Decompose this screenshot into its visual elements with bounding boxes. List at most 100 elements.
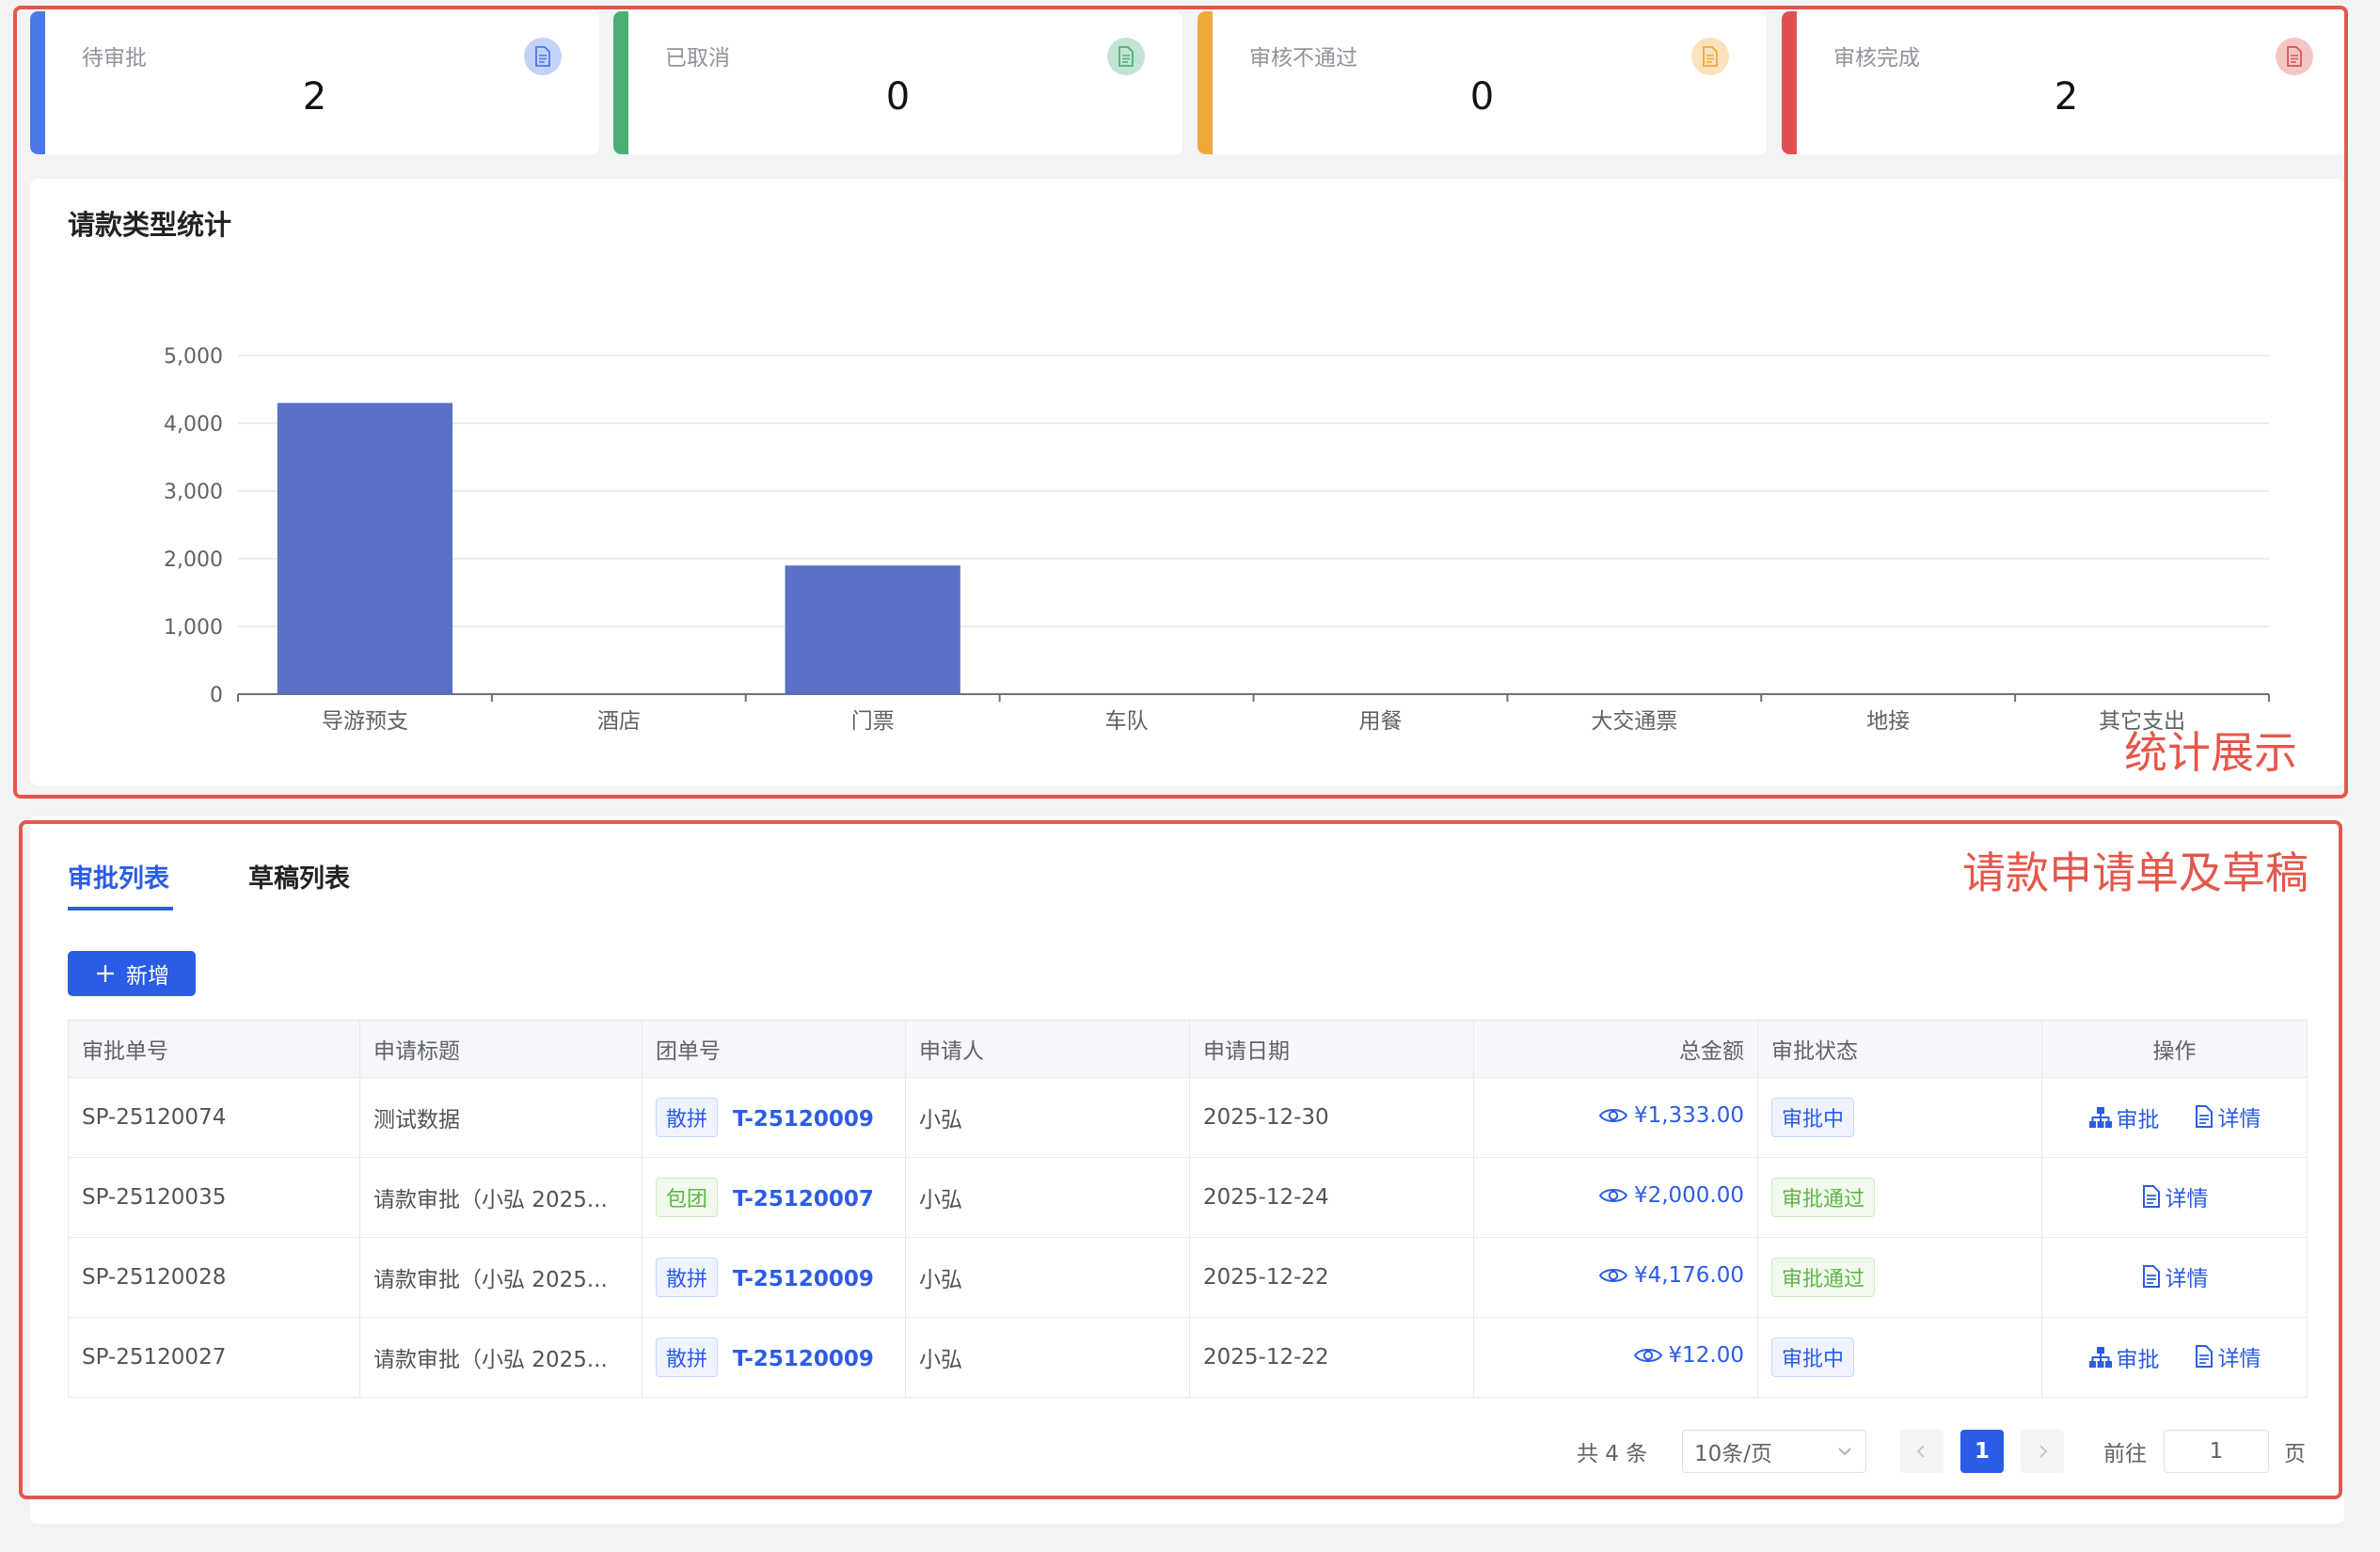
document-icon	[2142, 1185, 2160, 1208]
cell-group: 散拼 T-25120009	[642, 1317, 906, 1398]
op-label: 详情	[2217, 1107, 2261, 1132]
table-row: SP-25120027 请款审批（小弘 2025... 散拼 T-25120009 小弘…	[68, 1317, 2308, 1398]
table-row: SP-25120028 请款审批（小弘 2025... 散拼 T-25120009 小弘…	[68, 1237, 2308, 1318]
plus-icon	[97, 965, 114, 982]
stat-card: 待审批 2	[30, 11, 599, 154]
tab-draft-list[interactable]: 草稿列表	[248, 864, 350, 894]
approval-flow-icon	[2088, 1347, 2112, 1368]
chevron-left-icon	[1916, 1445, 1925, 1458]
approve-button[interactable]: 审批	[2088, 1101, 2160, 1133]
document-icon	[2195, 1105, 2213, 1128]
bar-3	[785, 565, 960, 694]
y-tick-label: 4,000	[164, 413, 223, 436]
x-tick-label: 用餐	[1358, 709, 1402, 734]
approval-table: 审批单号 申请标题 团单号 申请人 申请日期 总金额 审批状态 操作 SP-25…	[68, 1020, 2308, 1398]
cell-applicant: 小弘	[905, 1317, 1190, 1398]
stat-value: 0	[1469, 75, 1495, 119]
op-label: 详情	[2165, 1187, 2209, 1212]
document-icon	[2142, 1265, 2160, 1288]
cell-id: SP-25120074	[68, 1077, 360, 1158]
page-size-select[interactable]: 10条/页	[1682, 1430, 1866, 1473]
cell-amount: ¥12.00	[1473, 1317, 1758, 1398]
x-tick-label: 地接	[1866, 709, 1910, 734]
stat-card: 审核不通过 0	[1198, 11, 1767, 154]
document-icon	[524, 38, 562, 75]
stat-label: 审核完成	[1833, 46, 1920, 71]
cell-group: 散拼 T-25120009	[642, 1237, 906, 1318]
document-icon	[1691, 38, 1729, 75]
cell-date: 2025-12-22	[1189, 1237, 1474, 1318]
next-page-button[interactable]	[2021, 1430, 2064, 1473]
x-tick-label: 门票	[851, 709, 895, 734]
list-annotation-label: 请款申请单及草稿	[1962, 847, 2309, 898]
eye-icon[interactable]	[1598, 1185, 1628, 1206]
col-header-group: 团单号	[642, 1020, 906, 1078]
status-badge: 审批通过	[1771, 1178, 1876, 1217]
prev-page-button[interactable]	[1900, 1430, 1944, 1473]
cell-title: 请款审批（小弘 2025...	[359, 1317, 643, 1398]
goto-page-input[interactable]	[2164, 1430, 2269, 1473]
stat-card-accent	[30, 11, 45, 154]
approve-button[interactable]: 审批	[2088, 1341, 2160, 1373]
status-badge: 审批中	[1771, 1098, 1855, 1137]
stat-label: 待审批	[82, 46, 147, 71]
cell-applicant: 小弘	[905, 1077, 1190, 1158]
amount-value: ¥12.00	[1668, 1343, 1744, 1368]
page-number-current[interactable]: 1	[1960, 1430, 2004, 1473]
pagination-total: 共 4 条	[1577, 1442, 1648, 1466]
detail-button[interactable]: 详情	[2194, 1340, 2261, 1372]
approval-flow-icon	[2088, 1107, 2112, 1128]
stat-value: 0	[885, 75, 911, 119]
stat-card-accent	[613, 11, 628, 154]
group-number-link[interactable]: T-25120009	[733, 1107, 874, 1132]
stats-annotation-label: 统计展示	[2124, 727, 2297, 778]
y-tick-label: 1,000	[164, 616, 223, 640]
group-number-link[interactable]: T-25120009	[733, 1347, 874, 1371]
cell-group: 散拼 T-25120009	[642, 1077, 906, 1158]
y-tick-label: 3,000	[164, 481, 223, 504]
x-tick-label: 车队	[1105, 709, 1149, 734]
status-badge: 审批中	[1771, 1338, 1855, 1377]
col-header-date: 申请日期	[1189, 1020, 1474, 1078]
table-row: SP-25120035 请款审批（小弘 2025... 包团 T-25120007 小弘…	[68, 1157, 2308, 1238]
eye-icon[interactable]	[1633, 1345, 1663, 1366]
add-button[interactable]: 新增	[68, 951, 196, 996]
tab-approval-list[interactable]: 审批列表	[68, 864, 169, 894]
x-tick-label: 其它支出	[2099, 709, 2185, 734]
bar-chart: 0 1,000 2,000 3,000 4,000 5,000 导游预支 酒店 门票 车队 用餐 大交…	[164, 345, 2270, 734]
goto-label: 前往	[2103, 1442, 2147, 1466]
page-size-value: 10条/页	[1694, 1442, 1773, 1466]
cell-id: SP-25120035	[68, 1157, 360, 1238]
cell-date: 2025-12-24	[1189, 1157, 1474, 1238]
cell-applicant: 小弘	[905, 1237, 1190, 1318]
group-number-link[interactable]: T-25120007	[733, 1187, 874, 1212]
eye-icon[interactable]	[1598, 1265, 1628, 1286]
document-icon	[1107, 38, 1145, 75]
bar-1	[277, 403, 453, 694]
op-label: 详情	[2217, 1347, 2261, 1371]
detail-button[interactable]: 详情	[2141, 1180, 2209, 1212]
col-header-status: 审批状态	[1757, 1020, 2042, 1078]
chart-title: 请款类型统计	[68, 209, 232, 241]
detail-button[interactable]: 详情	[2141, 1260, 2209, 1292]
stat-card-accent	[1782, 11, 1797, 154]
amount-value: ¥1,333.00	[1633, 1103, 1744, 1128]
tour-type-tag: 包团	[656, 1178, 719, 1217]
op-label: 审批	[2116, 1348, 2160, 1372]
tour-type-tag: 散拼	[656, 1338, 719, 1377]
group-number-link[interactable]: T-25120009	[733, 1267, 874, 1291]
eye-icon[interactable]	[1598, 1105, 1628, 1126]
stat-label: 审核不通过	[1249, 46, 1357, 71]
col-header-id: 审批单号	[68, 1020, 360, 1078]
cell-title: 测试数据	[359, 1077, 643, 1158]
cell-amount: ¥1,333.00	[1473, 1077, 1758, 1158]
col-header-amount: 总金额	[1473, 1020, 1758, 1078]
cell-ops: 详情	[2041, 1237, 2308, 1318]
op-label: 详情	[2165, 1267, 2209, 1291]
cell-id: SP-25120028	[68, 1237, 360, 1318]
cell-ops: 审批 详情	[2041, 1077, 2308, 1158]
amount-value: ¥4,176.00	[1633, 1263, 1744, 1288]
detail-button[interactable]: 详情	[2194, 1101, 2261, 1132]
cell-status: 审批中	[1757, 1077, 2042, 1158]
cell-status: 审批通过	[1757, 1157, 2042, 1238]
